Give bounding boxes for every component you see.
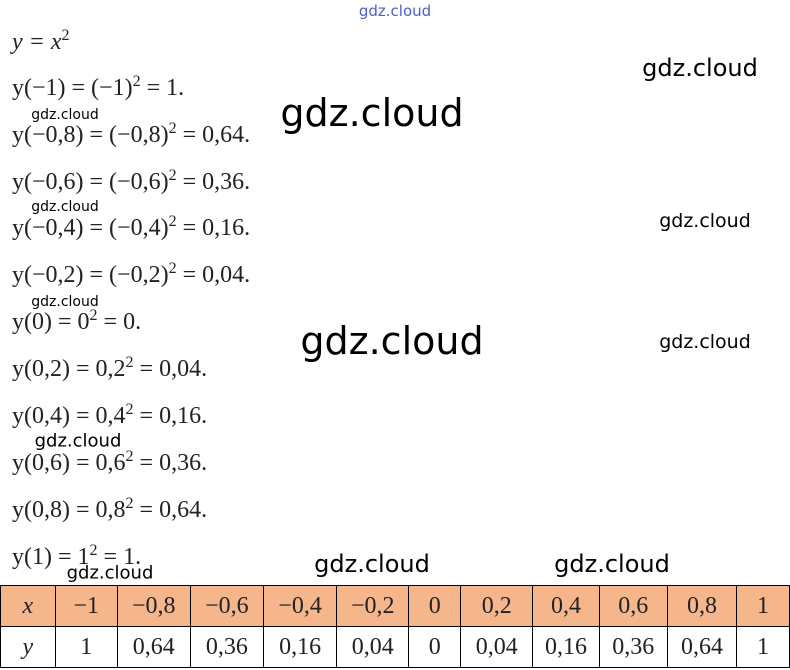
exponent: 2 — [61, 27, 70, 44]
table-cell: 0 — [408, 626, 462, 668]
exponent: 2 — [125, 448, 134, 465]
table-cell: 0,6 — [598, 585, 668, 627]
math-text: = 0,64. — [176, 122, 251, 148]
table-row: x −1 −0,8 −0,6 −0,4 −0,2 0 0,2 0,4 0,6 0,8 1 — [0, 585, 790, 627]
table-cell: −0,8 — [116, 585, 191, 627]
math-text: y(0,2) = 0,2 — [12, 356, 126, 382]
math-text: = 0,36. — [133, 450, 208, 476]
math-line: y(−0,8) = (−0,8)2 = 0,64. — [12, 121, 250, 149]
watermark: gdz.cloud — [31, 107, 99, 123]
watermark: gdz.cloud — [300, 319, 484, 363]
exponent: 2 — [89, 542, 98, 559]
math-text: = 0,16. — [133, 403, 208, 429]
watermark: gdz.cloud — [659, 331, 751, 353]
math-line: y(−1) = (−1)2 = 1. — [12, 74, 184, 102]
value-table: x −1 −0,8 −0,6 −0,4 −0,2 0 0,2 0,4 0,6 0,8 1 y 1 0,64 0… — [0, 585, 790, 668]
math-text: y(0) = 0 — [12, 309, 90, 335]
math-text: = 0,36. — [176, 169, 251, 195]
math-text: y(−0,2) = (−0,2) — [12, 262, 169, 288]
table-cell: 1 — [736, 585, 790, 627]
watermark: gdz.cloud — [642, 54, 758, 82]
math-line: y(0,8) = 0,82 = 0,64. — [12, 496, 207, 524]
exponent: 2 — [125, 354, 134, 371]
math-text: y(0,6) = 0,6 — [12, 450, 126, 476]
exponent: 2 — [168, 213, 177, 230]
math-text: y(−0,6) = (−0,6) — [12, 169, 169, 195]
table-cell: 0,64 — [116, 626, 191, 668]
watermark: gdz.cloud — [280, 91, 464, 135]
exponent: 2 — [125, 401, 134, 418]
math-text: y(−0,4) = (−0,4) — [12, 215, 169, 241]
watermark: gdz.cloud — [358, 2, 432, 20]
table-cell: x — [0, 585, 56, 627]
table-cell: 0,36 — [189, 626, 265, 668]
math-line: y(−0,4) = (−0,4)2 = 0,16. — [12, 214, 250, 242]
watermark: gdz.cloud — [66, 562, 154, 584]
math-text: = 1. — [140, 75, 185, 101]
table-cell: 0,04 — [460, 626, 534, 668]
table-row: y 1 0,64 0,36 0,16 0,04 0 0,04 0,16 0,36 0,64 1 — [0, 626, 790, 668]
math-text: y(−1) = (−1) — [12, 75, 133, 101]
table-cell: 0,4 — [532, 585, 600, 627]
table-cell: y — [0, 626, 56, 668]
table-cell: 0,8 — [666, 585, 738, 627]
math-text: y(−0,8) = (−0,8) — [12, 122, 169, 148]
math-line: y(−0,2) = (−0,2)2 = 0,04. — [12, 261, 250, 289]
table-cell: 0,16 — [262, 626, 338, 668]
math-text: y(0,4) = 0,4 — [12, 403, 126, 429]
watermark: gdz.cloud — [314, 550, 430, 578]
math-text: = 0,16. — [176, 215, 251, 241]
math-line: y(0) = 02 = 0. — [12, 308, 141, 336]
watermark: gdz.cloud — [554, 550, 670, 578]
math-text: y(0,8) = 0,8 — [12, 497, 126, 523]
exponent: 2 — [168, 260, 177, 277]
math-line: y(0,2) = 0,22 = 0,04. — [12, 355, 207, 383]
math-line: y(0,6) = 0,62 = 0,36. — [12, 449, 207, 477]
table-cell: 0,36 — [598, 626, 668, 668]
table-cell: 0,64 — [666, 626, 738, 668]
table-cell: −0,6 — [189, 585, 265, 627]
exponent: 2 — [89, 307, 98, 324]
table-cell: 0,2 — [460, 585, 534, 627]
exponent: 2 — [168, 167, 177, 184]
table-cell: −1 — [54, 585, 118, 627]
table-cell: 0 — [408, 585, 462, 627]
watermark: gdz.cloud — [31, 294, 99, 310]
table-cell: −0,4 — [262, 585, 338, 627]
watermark: gdz.cloud — [34, 430, 122, 452]
exponent: 2 — [125, 495, 134, 512]
table-cell: 0,04 — [336, 626, 410, 668]
math-text: = 0,04. — [133, 356, 208, 382]
table-cell: 0,16 — [532, 626, 600, 668]
exponent: 2 — [168, 120, 177, 137]
math-text: y = x — [12, 29, 62, 55]
math-line: y = x2 — [12, 28, 70, 56]
watermark: gdz.cloud — [659, 210, 751, 232]
math-line: y(1) = 12 = 1. — [12, 543, 141, 571]
table-cell: −0,2 — [336, 585, 410, 627]
table-cell: 1 — [736, 626, 790, 668]
exponent: 2 — [132, 73, 141, 90]
math-text: = 0,64. — [133, 497, 208, 523]
math-text: y(1) = 1 — [12, 544, 90, 570]
watermark: gdz.cloud — [31, 199, 99, 215]
math-line: y(0,4) = 0,42 = 0,16. — [12, 402, 207, 430]
math-text: = 0,04. — [176, 262, 251, 288]
math-text: = 1. — [97, 544, 142, 570]
math-text: = 0. — [97, 309, 142, 335]
math-line: y(−0,6) = (−0,6)2 = 0,36. — [12, 168, 250, 196]
table-cell: 1 — [54, 626, 118, 668]
